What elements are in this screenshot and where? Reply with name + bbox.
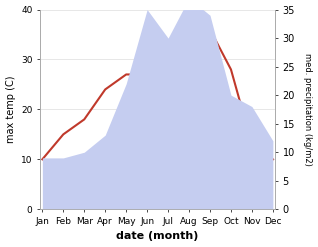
X-axis label: date (month): date (month) bbox=[116, 231, 199, 242]
Y-axis label: med. precipitation (kg/m2): med. precipitation (kg/m2) bbox=[303, 53, 313, 166]
Y-axis label: max temp (C): max temp (C) bbox=[5, 76, 16, 143]
